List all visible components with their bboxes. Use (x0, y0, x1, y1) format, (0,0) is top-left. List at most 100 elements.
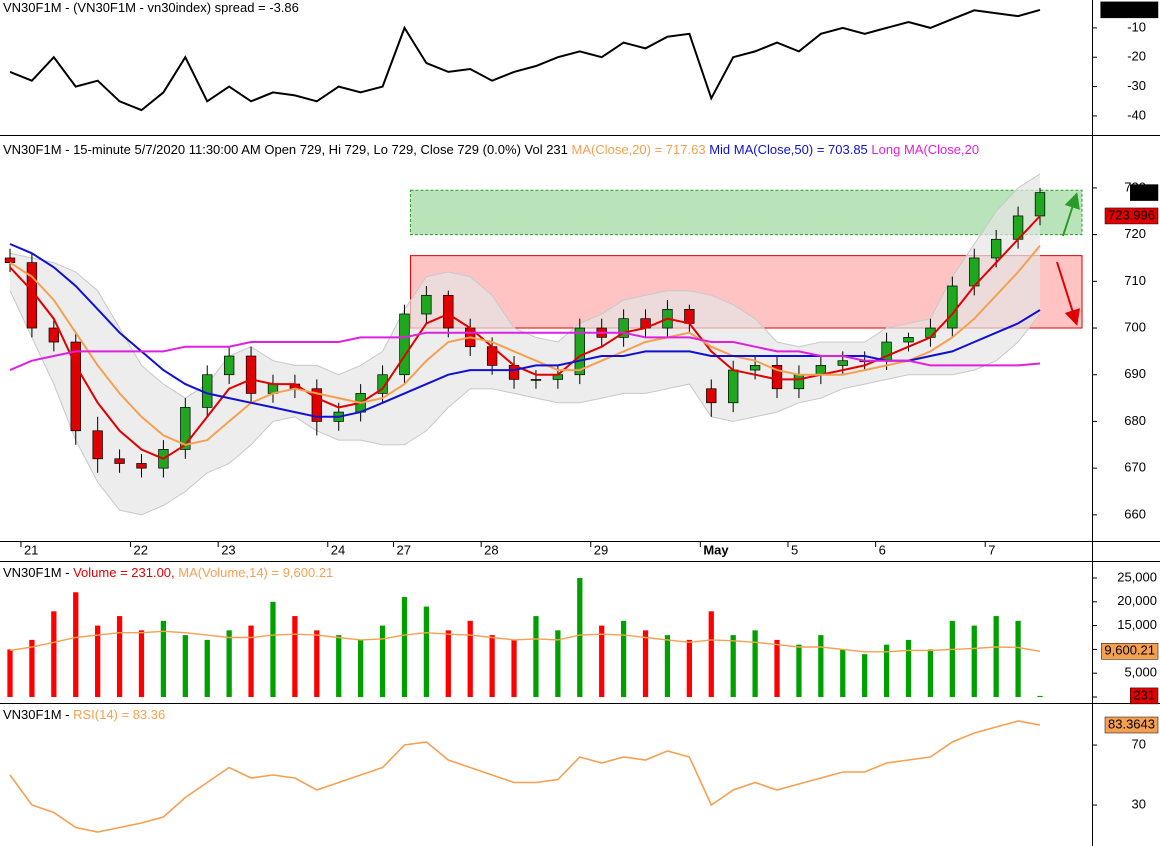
x-tick-label: 21 (24, 542, 38, 557)
candle-body (684, 308, 695, 324)
volume-bar (599, 625, 605, 698)
candle-body (947, 285, 958, 329)
legend-entry: MA(Volume,14) = 9,600.21 (178, 565, 333, 580)
value-tag-label: -3.85999 (1104, 1, 1155, 16)
x-tick-label: 7 (988, 542, 995, 557)
y-tick-label: 670 (1124, 460, 1146, 475)
y-tick-label: 660 (1124, 506, 1146, 521)
moving-average (9, 215, 1041, 460)
line-series (9, 720, 1041, 833)
volume-ma (9, 630, 1041, 653)
value-tag-box (1104, 207, 1159, 225)
candle-body (1034, 192, 1046, 217)
candle-body (136, 463, 147, 469)
y-tick-label: 700 (1124, 319, 1146, 334)
volume-bar (905, 639, 912, 698)
down-arrow (1056, 261, 1081, 326)
volume-bar (686, 639, 692, 698)
volume-bar (270, 601, 276, 698)
volume-bar (248, 625, 254, 698)
panel-title-text: VN30F1M - 15-minute 5/7/2020 11:30:00 AM… (3, 142, 568, 157)
y-tick-label: 690 (1124, 366, 1146, 381)
volume-bar (949, 620, 955, 698)
value-tag-label: 231 (1133, 687, 1155, 702)
volume-bar (533, 616, 539, 698)
volume-bar (796, 644, 802, 698)
volume-bar (840, 649, 846, 698)
moving-average (9, 245, 1041, 446)
candle-body (837, 360, 848, 366)
y-tick-label: -30 (1127, 78, 1146, 93)
candle-body (399, 313, 410, 376)
volume-bar (511, 639, 517, 698)
y-tick-label: 20,000 (1117, 593, 1157, 608)
volume-bar (182, 635, 188, 698)
candle-body (180, 407, 191, 450)
candle-body (618, 318, 629, 338)
legend-entry: RSI(14) = 83.36 (73, 707, 165, 722)
y-tick-label: 15,000 (1117, 617, 1157, 632)
volume-bar (423, 606, 430, 698)
price-zone (409, 189, 1083, 236)
volume-bar (577, 577, 583, 698)
volume-bar (664, 635, 671, 698)
panel-title: VN30F1M - (VN30F1M - vn30index) spread =… (3, 0, 299, 15)
y-tick-label: 680 (1124, 413, 1146, 428)
volume-bar (489, 635, 495, 698)
value-tag: -3.85999 (1100, 1, 1159, 19)
volume-bar (971, 625, 977, 698)
y-tick-label: 30 (1132, 796, 1146, 811)
y-tick-label: -10 (1127, 19, 1146, 34)
volume-bar (774, 639, 780, 698)
volume-bar (445, 630, 451, 698)
volume-bar (51, 611, 57, 698)
panel-title-text: VN30F1M - (3, 707, 69, 722)
value-tag: 231 (1130, 687, 1159, 705)
moving-average (9, 243, 1041, 418)
up-arrow (1062, 192, 1080, 237)
candle-body (706, 388, 717, 404)
value-tag-label: 9,600.21 (1104, 643, 1155, 658)
candle-body (92, 430, 103, 460)
value-tag-box (1100, 1, 1159, 19)
candle-body (793, 374, 805, 390)
x-tick-label: 22 (134, 542, 148, 557)
volume-bar (95, 625, 101, 698)
band-lower (9, 290, 1041, 516)
panel-title-text: VN30F1M - (3, 565, 69, 580)
x-tick-label: 23 (221, 542, 235, 557)
legend-entry: Mid MA(Close,50) = 703.85 (709, 142, 868, 157)
y-tick-label: 720 (1124, 226, 1146, 241)
panel-title-text: VN30F1M - (VN30F1M - vn30index) spread =… (3, 0, 299, 15)
value-tag-label: 729 (1133, 184, 1155, 199)
panel-title: VN30F1M - RSI(14) = 83.36 (3, 707, 165, 722)
candle-body (245, 355, 257, 394)
value-tag-label: 723.996 (1108, 207, 1155, 222)
volume-bar (160, 620, 167, 698)
candle-body (728, 369, 739, 404)
candle-body (771, 365, 783, 390)
value-tag: 723.996 (1104, 207, 1159, 225)
y-tick-label: 70 (1132, 736, 1146, 751)
candle-body (48, 327, 60, 343)
candle-body (903, 337, 914, 343)
candle-body (114, 458, 125, 464)
legend-entry: MA(Close,20) = 717.63 (572, 142, 706, 157)
volume-bar (1015, 620, 1021, 698)
volume-bar (292, 616, 298, 698)
volume-bar (7, 649, 13, 698)
volume-bar (862, 654, 868, 698)
spread-line (9, 8, 1041, 112)
volume-bar (467, 620, 473, 698)
x-tick-label: 29 (594, 542, 608, 557)
candle-body (990, 238, 1002, 259)
candle-body (574, 327, 585, 376)
x-tick-label: 6 (879, 542, 886, 557)
candle-body (377, 374, 388, 394)
volume-bar (226, 630, 232, 698)
x-tick-label: 24 (331, 542, 345, 557)
volume-bar (358, 639, 364, 698)
y-tick-label: 25,000 (1117, 569, 1157, 584)
volume-bar (730, 635, 736, 698)
